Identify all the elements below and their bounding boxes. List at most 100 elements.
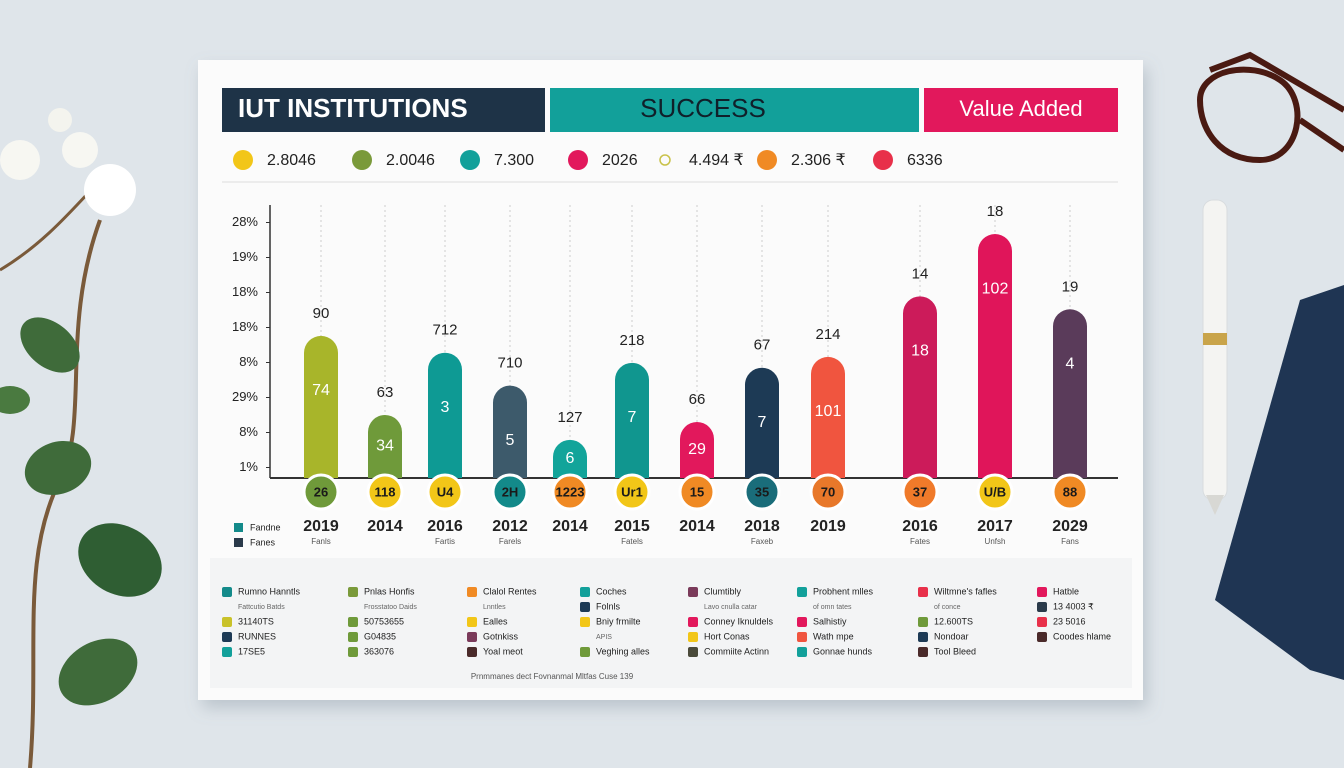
legend-label: Yoal meot (483, 646, 523, 656)
badge (551, 473, 589, 511)
x-tick-label: 2029 (1052, 518, 1088, 535)
badge (743, 473, 781, 511)
x-sublabel: Fans (1061, 537, 1079, 546)
x-sublabel: Faxeb (751, 537, 774, 546)
legend-label: Clalol Rentes (483, 586, 537, 596)
x-tick-label: 2014 (367, 518, 403, 535)
bar-inner-label: 6 (566, 450, 575, 467)
x-tick-label: 2018 (744, 518, 780, 535)
bar (1053, 309, 1087, 478)
key-dot (568, 150, 588, 170)
x-sublabel: Fartis (435, 537, 455, 546)
legend-label: G04835 (364, 631, 396, 641)
bar (304, 335, 338, 478)
header-box (924, 88, 1118, 132)
badge (678, 473, 716, 511)
badge-label: 26 (314, 484, 328, 499)
bar-inner-label: 3 (441, 399, 450, 416)
header-box (222, 88, 545, 132)
bar-top-label: 712 (432, 322, 457, 339)
legend-swatch (222, 647, 232, 657)
legend-label: 12.600TS (934, 616, 973, 626)
legend-label: Salhistiy (813, 616, 847, 626)
side-legend-swatch (234, 523, 243, 532)
key-label: 4.494 ₹ (689, 152, 744, 169)
y-tick-label: 19% (232, 249, 258, 264)
bar-inner-label: 74 (312, 382, 330, 399)
legend-swatch (467, 587, 477, 597)
legend-swatch (467, 632, 477, 642)
key-label: 2.0046 (386, 152, 435, 169)
legend-label: Veghing alles (596, 646, 650, 656)
legend-label: 50753655 (364, 616, 404, 626)
legend-swatch (1037, 632, 1047, 642)
bar-inner-label: 29 (688, 441, 706, 458)
legend-swatch (918, 632, 928, 642)
bar (553, 439, 587, 478)
badge-label: 2H (502, 484, 519, 499)
legend-label: Hort Conas (704, 631, 750, 641)
badge (302, 473, 340, 511)
legend-swatch (688, 647, 698, 657)
key-dot (757, 150, 777, 170)
x-tick-label: 2017 (977, 518, 1013, 535)
bar-inner-label: 34 (376, 438, 394, 455)
bar-top-label: 710 (497, 355, 522, 372)
badge-label: 118 (375, 484, 396, 499)
header-value-added: Value Added (959, 96, 1082, 121)
legend-swatch (688, 587, 698, 597)
legend-label: RUNNES (238, 631, 276, 641)
bar (615, 362, 649, 478)
bar-top-label: 19 (1062, 278, 1079, 295)
legend-label: Tool Bleed (934, 646, 976, 656)
bar-top-label: 90 (313, 305, 330, 322)
y-tick-label: 1% (239, 459, 258, 474)
legend-swatch (580, 647, 590, 657)
legend-label: Ealles (483, 616, 508, 626)
legend-label: 23 5016 (1053, 616, 1086, 626)
legend-label: Fattcutio Batds (238, 604, 285, 611)
bar-top-label: 218 (619, 332, 644, 349)
bar-inner-label: 7 (758, 414, 767, 431)
bar-inner-label: 4 (1066, 356, 1075, 373)
badge-label: U4 (437, 484, 454, 499)
legend-label: Conney Iknuldels (704, 616, 774, 626)
badge-label: U/B (984, 484, 1006, 499)
badge (809, 473, 847, 511)
y-tick-label: 8% (239, 424, 258, 439)
legend-swatch (1037, 587, 1047, 597)
bar (811, 356, 845, 478)
legend-label: Clumtibly (704, 586, 742, 596)
key-label: 2026 (602, 152, 638, 169)
bar (428, 352, 462, 478)
legend-swatch (797, 647, 807, 657)
x-tick-label: 2014 (679, 518, 715, 535)
legend-label: Nondoar (934, 631, 969, 641)
badge (491, 473, 529, 511)
x-tick-label: 2012 (492, 518, 528, 535)
badge-label: Ur1 (621, 484, 643, 499)
bar (903, 296, 937, 478)
y-tick-label: 29% (232, 389, 258, 404)
x-tick-label: 2016 (902, 518, 938, 535)
badge (426, 473, 464, 511)
y-tick-label: 8% (239, 354, 258, 369)
legend-label: 31140TS (238, 616, 274, 626)
bar-top-label: 14 (912, 265, 929, 282)
legend-swatch (918, 587, 928, 597)
badge (976, 473, 1014, 511)
badge (901, 473, 939, 511)
x-sublabel: Fatels (621, 537, 643, 546)
legend-swatch (797, 632, 807, 642)
legend-label: Coches (596, 586, 627, 596)
bar (745, 367, 779, 478)
legend-label: 13 4003 ₹ (1053, 601, 1094, 611)
key-dot (460, 150, 480, 170)
legend-label: Coodes hlame (1053, 631, 1111, 641)
legend-swatch (797, 617, 807, 627)
x-tick-label: 2014 (552, 518, 588, 535)
notebook (1215, 285, 1344, 680)
bar (680, 422, 714, 478)
x-sublabel: Farels (499, 537, 521, 546)
